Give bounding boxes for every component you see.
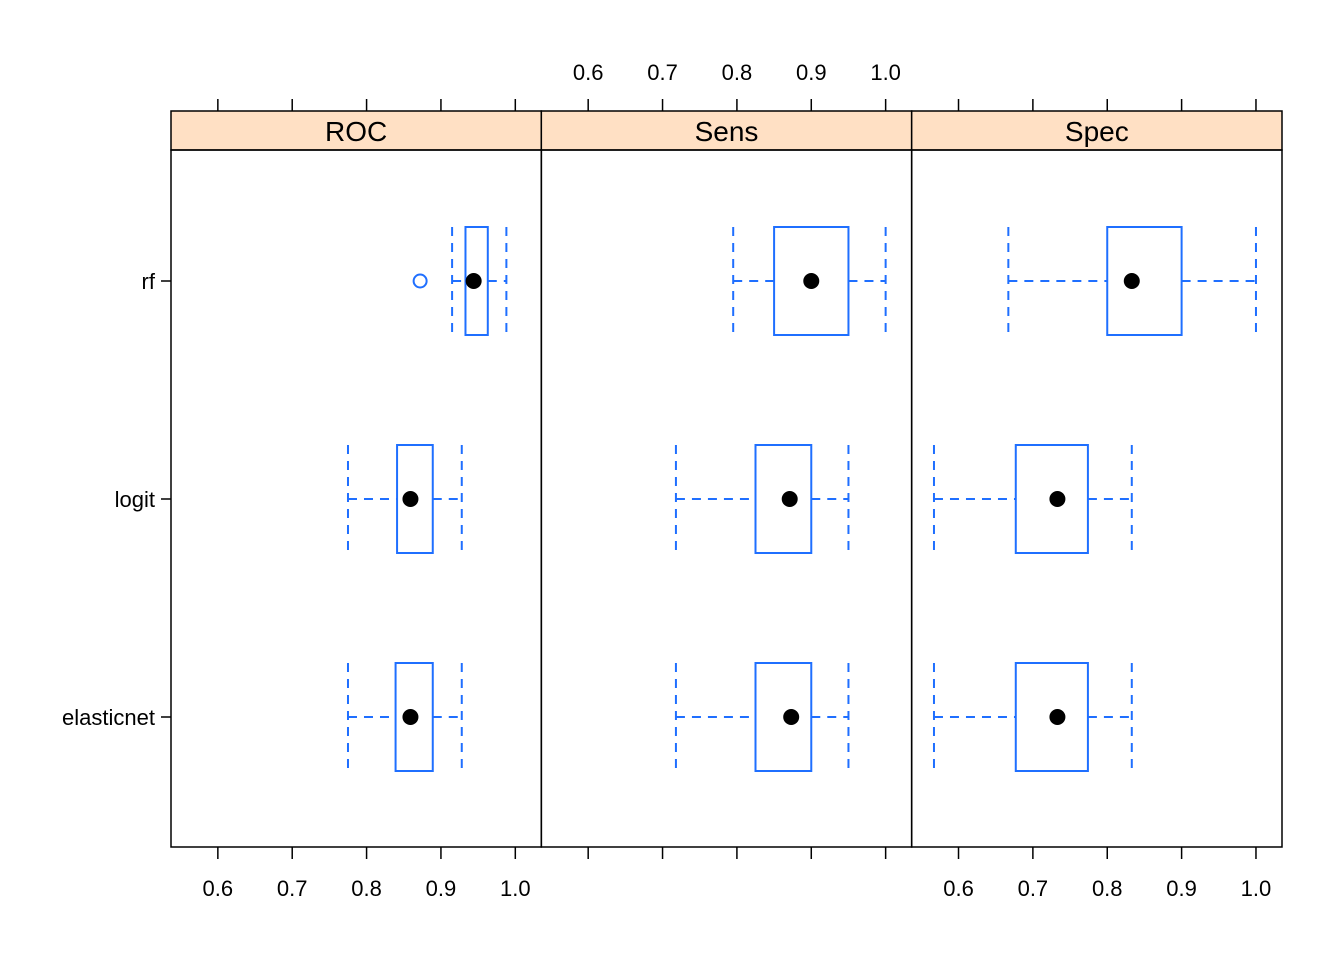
x-tick-label-top: 1.0 — [870, 60, 901, 85]
x-tick-label-bottom: 0.9 — [1166, 876, 1197, 901]
box-spec-logit — [932, 444, 1133, 554]
median-dot — [781, 491, 798, 507]
box-roc-rf — [412, 226, 508, 336]
strip-label: ROC — [325, 116, 387, 147]
median-dot — [1123, 273, 1140, 289]
box-spec-elasticnet — [932, 662, 1133, 772]
iqr-box — [1014, 444, 1089, 554]
box-spec-rf — [1007, 226, 1257, 336]
iqr-box — [396, 444, 434, 554]
iqr-box — [464, 226, 489, 336]
y-category-label: rf — [142, 269, 156, 294]
box-roc-logit — [346, 444, 463, 554]
x-tick-label-bottom: 0.8 — [1092, 876, 1123, 901]
box-roc-elasticnet — [346, 662, 463, 772]
median-dot — [402, 491, 419, 507]
x-tick-label-top: 0.8 — [722, 60, 753, 85]
median-dot — [803, 273, 820, 289]
x-tick-label-top: 0.9 — [796, 60, 827, 85]
strip-label: Spec — [1065, 116, 1129, 147]
median-dot — [402, 709, 419, 725]
panel-sens: Sens 0.6 0.7 0.8 0.9 1.0 — [540, 60, 913, 859]
panel-spec: Spec 0.6 0.7 0.8 0.9 1.0 — [910, 99, 1283, 901]
iqr-box — [1106, 226, 1183, 336]
strip-sens — [540, 110, 913, 151]
strip-label: Sens — [695, 116, 759, 147]
median-dot — [783, 709, 800, 725]
iqr-box — [754, 662, 813, 772]
iqr-box — [754, 444, 813, 554]
x-tick-label-bottom: 0.9 — [426, 876, 457, 901]
iqr-box — [773, 226, 850, 336]
strip-roc — [170, 110, 543, 151]
median-dot — [1049, 491, 1066, 507]
x-tick-label-bottom: 1.0 — [1241, 876, 1272, 901]
x-tick-label-bottom: 0.7 — [1018, 876, 1049, 901]
x-tick-label-bottom: 0.8 — [351, 876, 382, 901]
x-tick-label-bottom: 0.7 — [277, 876, 308, 901]
outlier-point — [412, 273, 428, 289]
x-tick-label-top: 0.7 — [647, 60, 678, 85]
median-dot — [465, 273, 482, 289]
x-tick-label-top: 0.6 — [573, 60, 604, 85]
box-sens-rf — [732, 226, 887, 336]
panel-roc: ROC 0.6 0.7 0.8 0.9 1.0 — [170, 99, 543, 901]
y-category-label: elasticnet — [62, 705, 155, 730]
median-dot — [1049, 709, 1066, 725]
x-tick-label-bottom: 0.6 — [943, 876, 974, 901]
y-category-label: logit — [115, 487, 155, 512]
iqr-box — [1014, 662, 1089, 772]
panel-frame — [910, 149, 1283, 848]
iqr-box — [394, 662, 434, 772]
x-tick-label-bottom: 0.6 — [203, 876, 234, 901]
box-sens-logit — [674, 444, 850, 554]
x-tick-label-bottom: 1.0 — [500, 876, 531, 901]
box-sens-elasticnet — [674, 662, 850, 772]
